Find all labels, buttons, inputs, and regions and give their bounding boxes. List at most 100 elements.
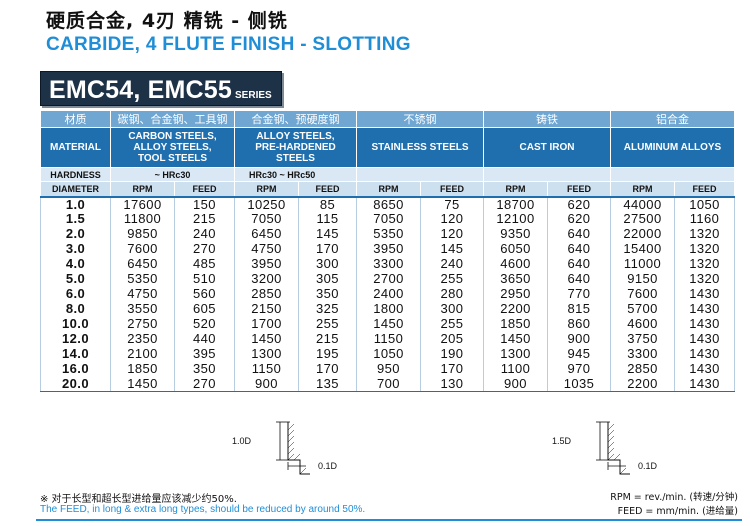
material-en-line: STAINLESS STEELS xyxy=(371,142,469,153)
rpm-cell: 1800 xyxy=(356,301,421,317)
material-cn-header: 铝合金 xyxy=(610,110,735,128)
material-en-line: ALLOY STEELS, xyxy=(256,131,335,142)
feed-cell: 300 xyxy=(420,301,484,317)
feed-cell: 130 xyxy=(420,376,484,392)
slot-diagram-1: 1.0D 0.1D xyxy=(228,418,368,487)
rpm-cell: 22000 xyxy=(610,226,675,242)
feed-cell: 205 xyxy=(420,331,484,347)
feed-cell: 280 xyxy=(420,286,484,302)
rpm-cell: 900 xyxy=(234,376,299,392)
table-row: 14.0 2100 395 1300 195 1050 190 1300 945 3300 1430 xyxy=(40,346,735,362)
feed-cell: 1320 xyxy=(674,256,735,272)
feed-header: FEED xyxy=(174,181,235,198)
diameter-cell: 16.0 xyxy=(40,361,111,377)
rpm-cell: 3950 xyxy=(356,241,421,257)
diameter-cell: 2.0 xyxy=(40,226,111,242)
feed-cell: 1430 xyxy=(674,361,735,377)
rpm-unit-note: RPM = rev./min. (转速/分钟) xyxy=(610,492,738,503)
rpm-cell: 11800 xyxy=(110,211,175,227)
rpm-cell: 3550 xyxy=(110,301,175,317)
rpm-cell: 2150 xyxy=(234,301,299,317)
rpm-cell: 5350 xyxy=(110,271,175,287)
feed-cell: 350 xyxy=(174,361,235,377)
diameter-cell: 3.0 xyxy=(40,241,111,257)
rpm-cell: 1700 xyxy=(234,316,299,332)
table-row: 8.0 3550 605 2150 325 1800 300 2200 815 5700 1430 xyxy=(40,301,735,317)
material-en-header: CAST IRON xyxy=(483,127,611,168)
material-en-header: ALLOY STEELS, PRE-HARDENED STEELS xyxy=(234,127,357,168)
feed-cell: 770 xyxy=(547,286,611,302)
material-en-header: STAINLESS STEELS xyxy=(356,127,484,168)
slot-profile-icon: 1.5D 0.1D xyxy=(552,421,658,475)
width-label: 0.1D xyxy=(318,461,338,471)
feed-cell: 640 xyxy=(547,256,611,272)
diameter-cell: 1.0 xyxy=(40,196,111,212)
diameter-cell: 10.0 xyxy=(40,316,111,332)
rpm-cell: 900 xyxy=(483,376,548,392)
rpm-cell: 1450 xyxy=(356,316,421,332)
rpm-cell: 950 xyxy=(356,361,421,377)
feed-cell: 75 xyxy=(420,196,484,212)
rpm-cell: 3300 xyxy=(356,256,421,272)
feed-cell: 620 xyxy=(547,211,611,227)
feed-cell: 170 xyxy=(420,361,484,377)
material-en-header: ALUMINUM ALLOYS xyxy=(610,127,735,168)
feed-cell: 640 xyxy=(547,271,611,287)
header-row-chinese: 材质 碳钢、合金钢、工具钢 合金钢、预硬度钢 不锈钢 铸铁 铝合金 xyxy=(40,110,735,128)
hardness-value xyxy=(356,167,484,182)
feed-cell: 1050 xyxy=(674,196,735,212)
rpm-cell: 2950 xyxy=(483,286,548,302)
series-banner: EMC54, EMC55 SERIES xyxy=(40,71,282,106)
depth-label: 1.0D xyxy=(232,436,252,446)
diameter-cell: 20.0 xyxy=(40,376,111,392)
rpm-cell: 10250 xyxy=(234,196,299,212)
rpm-cell: 3200 xyxy=(234,271,299,287)
rpm-cell: 1300 xyxy=(483,346,548,362)
rpm-cell: 2200 xyxy=(610,376,675,392)
feed-cell: 145 xyxy=(420,241,484,257)
table-body: 1.0 17600 150 10250 85 8650 75 18700 620 44000 105… xyxy=(40,196,735,392)
feed-cell: 395 xyxy=(174,346,235,362)
feed-note-chinese: ※ 对于长型和超长型进给量应该减少约50%. xyxy=(40,494,237,505)
table-row: 1.0 17600 150 10250 85 8650 75 18700 620 44000 105… xyxy=(40,196,735,212)
rpm-cell: 4750 xyxy=(110,286,175,302)
feed-cell: 135 xyxy=(298,376,357,392)
depth-label: 1.5D xyxy=(552,436,572,446)
rpm-cell: 9150 xyxy=(610,271,675,287)
rpm-cell: 17600 xyxy=(110,196,175,212)
feed-cell: 120 xyxy=(420,211,484,227)
rpm-cell: 3300 xyxy=(610,346,675,362)
table-row: 16.0 1850 350 1150 170 950 170 1100 970 2850 1430 xyxy=(40,361,735,377)
series-suffix: SERIES xyxy=(235,90,272,101)
hardness-row: HARDNESS ~ HRc30 HRc30 ~ HRc50 xyxy=(40,167,735,182)
rpm-header: RPM xyxy=(610,181,675,198)
feed-cell: 945 xyxy=(547,346,611,362)
material-en-line: CAST IRON xyxy=(519,142,575,153)
feed-cell: 145 xyxy=(298,226,357,242)
feed-cell: 620 xyxy=(547,196,611,212)
table-row: 10.0 2750 520 1700 255 1450 255 1850 860 4600 1430 xyxy=(40,316,735,332)
slot-profile-icon: 1.0D 0.1D xyxy=(232,421,338,475)
feed-cell: 120 xyxy=(420,226,484,242)
feed-cell: 190 xyxy=(420,346,484,362)
feed-cell: 270 xyxy=(174,241,235,257)
feed-cell: 1320 xyxy=(674,226,735,242)
feed-cell: 860 xyxy=(547,316,611,332)
rpm-cell: 1850 xyxy=(483,316,548,332)
feed-cell: 240 xyxy=(174,226,235,242)
rpm-cell: 44000 xyxy=(610,196,675,212)
rpm-header: RPM xyxy=(110,181,175,198)
material-label: MATERIAL xyxy=(40,127,111,168)
series-name: EMC54, EMC55 xyxy=(49,76,233,104)
feed-cell: 170 xyxy=(298,361,357,377)
feed-cell: 1430 xyxy=(674,331,735,347)
rpm-cell: 4750 xyxy=(234,241,299,257)
rpm-cell: 2750 xyxy=(110,316,175,332)
feed-cell: 520 xyxy=(174,316,235,332)
material-cn-header: 碳钢、合金钢、工具钢 xyxy=(110,110,235,128)
rpm-cell: 8650 xyxy=(356,196,421,212)
rpm-cell: 11000 xyxy=(610,256,675,272)
hardness-value xyxy=(610,167,735,182)
feed-cell: 1035 xyxy=(547,376,611,392)
table-row: 4.0 6450 485 3950 300 3300 240 4600 640 11000 1320 xyxy=(40,256,735,272)
